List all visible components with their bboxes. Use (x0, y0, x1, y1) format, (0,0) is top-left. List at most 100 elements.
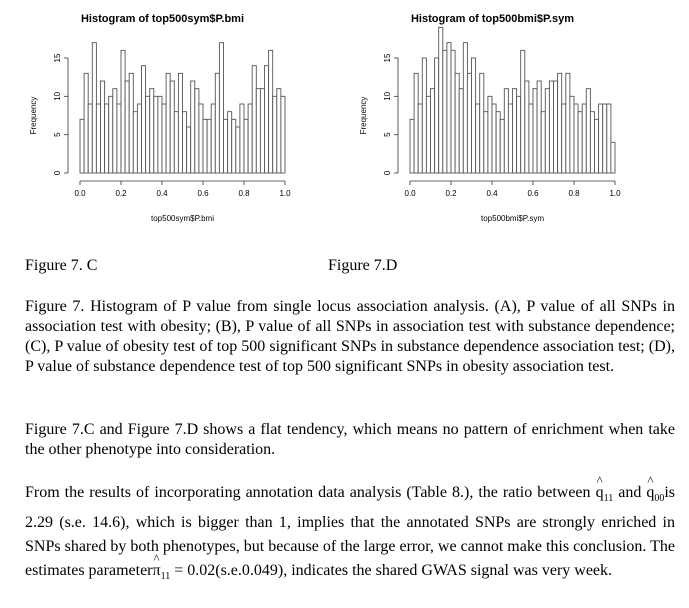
figure-caption-d: Figure 7.D (328, 257, 398, 274)
paragraph-text-end: , indicates the shared GWAS signal was v… (283, 562, 613, 580)
histogram-bar (577, 111, 583, 174)
x-tick-label: 1.0 (609, 189, 621, 198)
histogram-bar (495, 111, 501, 174)
histogram-bar (243, 118, 249, 174)
y-tick-label: 0 (383, 170, 392, 175)
annotation-analysis-paragraph: From the results of incorporating annota… (25, 469, 676, 589)
x-tick-label: 0.8 (238, 189, 250, 198)
histogram-bar (202, 118, 208, 174)
x-axis-label: top500sym$P.bmi (151, 214, 214, 223)
histogram-bar (145, 95, 151, 174)
histogram-bar (280, 95, 286, 174)
histogram-bar (524, 80, 530, 174)
histogram-bar (516, 95, 522, 174)
chart-title: Histogram of top500sym$P.bmi (81, 13, 244, 25)
histogram-bar (169, 80, 175, 174)
histogram-bar (487, 95, 493, 174)
q00-symbol: q00 (646, 469, 664, 504)
y-axis-label: Frequency (359, 97, 368, 135)
and-word: and (618, 484, 642, 501)
x-tick-label: 0.8 (568, 189, 580, 198)
histogram-bar (227, 111, 233, 174)
histogram-bar (536, 80, 542, 174)
histogram-d-svg: Histogram of top500bmi$P.sym 0.0 0.2 0.4 0.6… (359, 13, 621, 223)
histogram-d: Histogram of top500bmi$P.sym 0.0 0.2 0.4 0.6… (330, 0, 660, 240)
histogram-bar (585, 88, 591, 174)
histogram-bar (128, 72, 134, 174)
histogram-bar (454, 72, 460, 174)
histogram-bar (231, 118, 237, 174)
histogram-bar (182, 111, 188, 174)
histogram-bar (475, 103, 481, 174)
y-tick-label: 15 (53, 53, 62, 62)
histogram-bar (438, 26, 444, 174)
chart-title: Histogram of top500bmi$P.sym (411, 13, 574, 25)
histogram-bar (602, 103, 608, 174)
histogram-bar (471, 57, 477, 174)
histogram-bar (83, 72, 89, 174)
histogram-bar (100, 80, 106, 174)
histogram-bar (503, 88, 509, 174)
histogram-bar (161, 103, 167, 174)
histogram-bar (569, 95, 575, 174)
q11-symbol: q11 (596, 469, 614, 504)
histogram-bar (581, 103, 587, 174)
histogram-bar (557, 72, 563, 174)
histogram-bar (198, 103, 204, 174)
histogram-bar (553, 80, 559, 174)
histogram-bar (177, 72, 183, 174)
histogram-bar (565, 72, 571, 174)
x-tick-label: 0.6 (527, 189, 539, 198)
histogram-bar (239, 103, 245, 174)
histogram-bar (413, 72, 419, 174)
figure-caption-c: Figure 7. C (25, 257, 98, 274)
histogram-c: Histogram of top500sym$P.bmi 0.0 0.2 0.4 0.6… (0, 0, 330, 240)
y-tick-label: 0 (53, 170, 62, 175)
y-tick-label: 15 (383, 53, 392, 62)
histogram-bar (610, 141, 616, 174)
histogram-bar (512, 88, 518, 174)
histogram-bar (95, 103, 101, 174)
x-tick-label: 1.0 (279, 189, 291, 198)
histogram-bar (149, 88, 155, 174)
y-tick-label: 5 (383, 132, 392, 137)
histogram-bar (194, 88, 200, 174)
x-tick-label: 0.4 (156, 189, 168, 198)
x-tick-label: 0.2 (115, 189, 127, 198)
histogram-bar (124, 80, 130, 174)
histogram-bar (520, 49, 526, 174)
histogram-bar (268, 49, 274, 174)
histogram-bar (462, 42, 468, 174)
histogram-bar (79, 118, 85, 174)
histogram-c-svg: Histogram of top500sym$P.bmi 0.0 0.2 0.4 0.6… (29, 13, 291, 223)
y-tick-label: 10 (383, 91, 392, 100)
flat-tendency-paragraph: Figure 7.C and Figure 7.D shows a flat t… (25, 421, 675, 458)
x-tick-label: 0.4 (486, 189, 498, 198)
y-tick-label: 10 (53, 91, 62, 100)
histogram-bar (87, 103, 93, 174)
histogram-bar (153, 95, 159, 174)
histogram-bar (434, 57, 440, 174)
histogram-bar (446, 42, 452, 174)
histogram-bar (104, 103, 110, 174)
histogram-bar (190, 80, 196, 174)
histogram-bar (507, 103, 513, 174)
figure-description: Figure 7. Histogram of P value from sing… (25, 298, 675, 375)
histogram-bar (214, 72, 220, 174)
histogram-bar (235, 126, 241, 174)
histogram-bar (540, 111, 546, 174)
histogram-bar (483, 111, 489, 174)
histogram-bar (264, 65, 270, 174)
histogram-bar (210, 103, 216, 174)
histogram-bar (223, 118, 229, 174)
histogram-bar (532, 88, 538, 174)
histogram-bar (442, 49, 448, 174)
pi11-symbol: π11 = 0.02(s.e.0.049) (153, 547, 284, 582)
paragraph-text-start: From the results of incorporating annota… (25, 484, 591, 501)
paragraph-text-middle: is 2.29 (s.e. 14.6), which is bigger tha… (25, 484, 676, 580)
histogram-bar (141, 65, 147, 174)
histogram-bar (120, 49, 126, 174)
histogram-bar (430, 88, 436, 174)
histogram-bar (606, 103, 612, 174)
x-tick-label: 0.0 (74, 189, 86, 198)
